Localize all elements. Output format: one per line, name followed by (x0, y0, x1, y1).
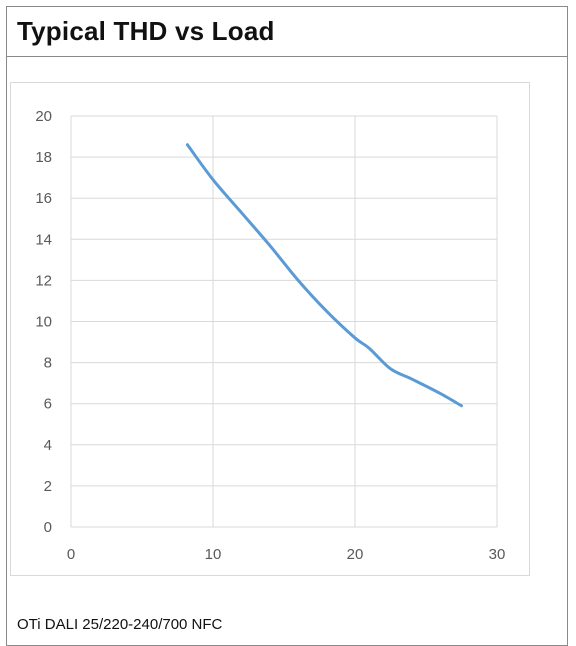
y-tick-label: 0 (44, 519, 52, 536)
y-tick-label: 12 (35, 272, 52, 289)
y-tick-label: 6 (44, 396, 52, 413)
panel-header: Typical THD vs Load (7, 7, 567, 57)
y-tick-label: 18 (35, 149, 52, 166)
y-tick-label: 8 (44, 355, 52, 372)
y-tick-label: 10 (35, 314, 52, 331)
x-tick-label: 0 (67, 546, 75, 563)
thd-series-line (185, 143, 463, 408)
y-tick-label: 14 (35, 231, 52, 248)
plot-area-frame (10, 82, 530, 576)
y-tick-label: 4 (44, 437, 52, 454)
x-tick-label: 10 (205, 546, 222, 563)
x-tick-label: 20 (347, 546, 364, 563)
y-tick-label: 2 (44, 478, 52, 495)
chart-title: Typical THD vs Load (17, 16, 275, 46)
y-tick-label: 16 (35, 190, 52, 207)
x-tick-label: 30 (489, 546, 506, 563)
y-tick-label: 20 (35, 108, 52, 125)
product-caption: OTi DALI 25/220-240/700 NFC (17, 616, 223, 633)
